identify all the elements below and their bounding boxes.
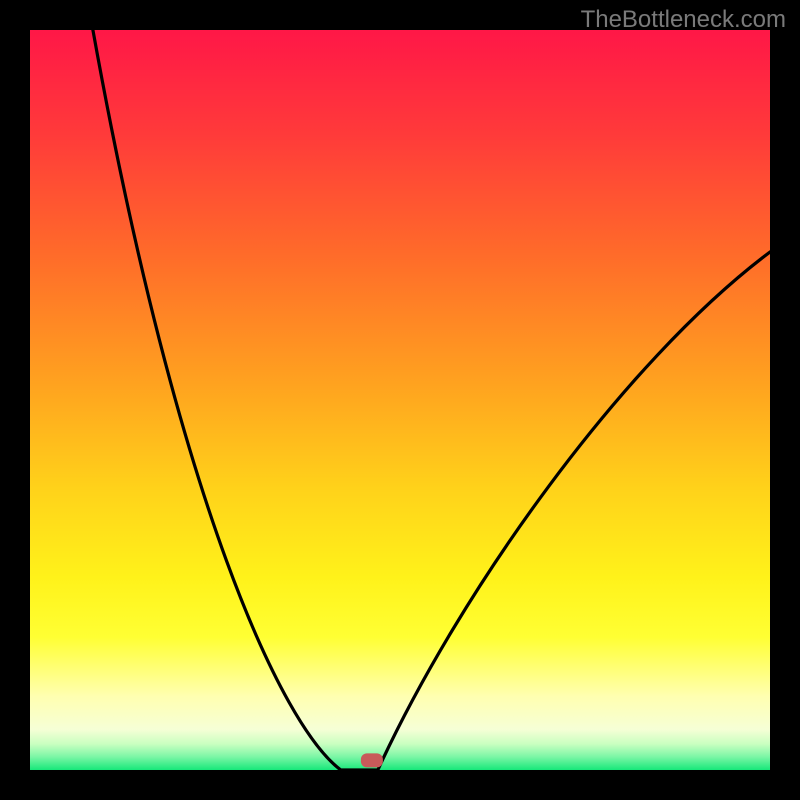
plot-area [30, 30, 770, 770]
optimal-marker [30, 30, 770, 770]
